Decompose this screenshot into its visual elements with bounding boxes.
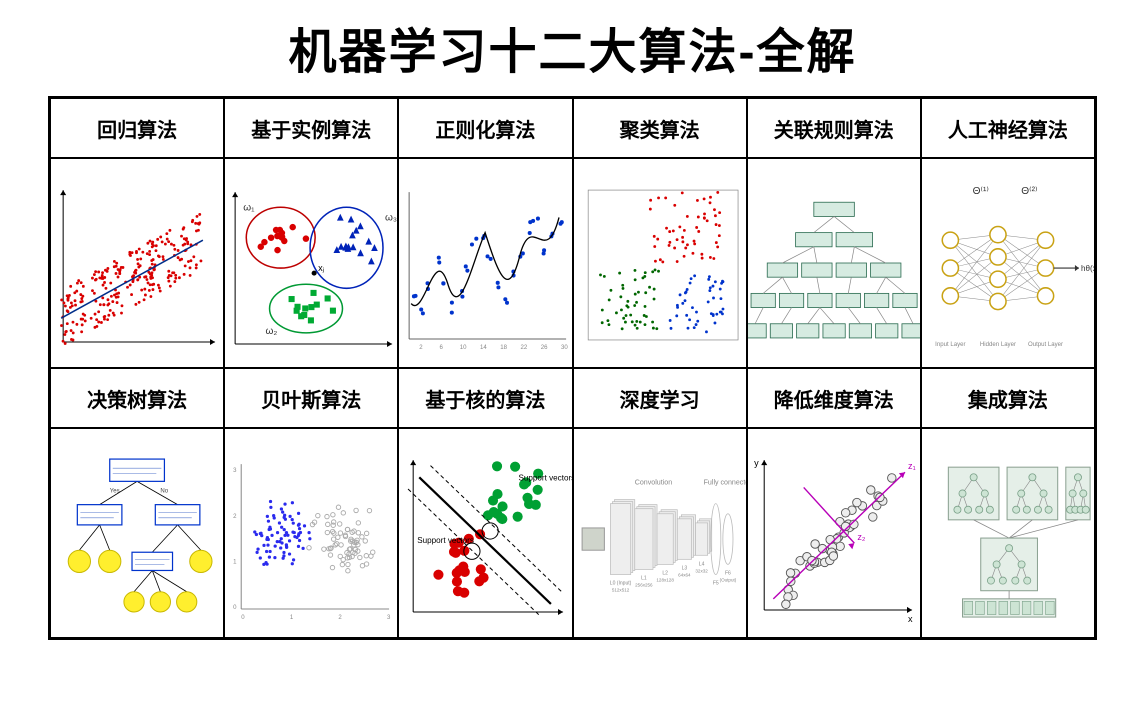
algo-label-5: 人工神经算法 bbox=[921, 98, 1095, 158]
svg-text:F6: F6 bbox=[724, 571, 730, 577]
svg-text:14: 14 bbox=[480, 345, 487, 351]
algo-figure-regression bbox=[50, 158, 224, 368]
svg-text:2: 2 bbox=[339, 615, 343, 621]
algo-label-8: 基于核的算法 bbox=[398, 368, 572, 428]
svg-text:26: 26 bbox=[541, 345, 548, 351]
svg-text:Fully connected: Fully connected bbox=[703, 478, 746, 486]
algo-label-6: 决策树算法 bbox=[50, 368, 224, 428]
svg-text:Output Layer: Output Layer bbox=[1028, 342, 1063, 348]
algo-label-10: 降低维度算法 bbox=[747, 368, 921, 428]
algo-figure-deep: Convolution Fully connected L0 (Input)512x… bbox=[573, 428, 747, 638]
algo-figure-neural: Input Layer Hidden Layer Output Layer Θ⁽¹⁾ Θ… bbox=[921, 158, 1095, 368]
svg-text:22: 22 bbox=[521, 345, 528, 351]
svg-text:1: 1 bbox=[290, 615, 294, 621]
svg-text:Support vectors: Support vectors bbox=[519, 473, 572, 482]
svg-text:L2: L2 bbox=[662, 571, 668, 577]
svg-text:Input Layer: Input Layer bbox=[935, 342, 965, 348]
svg-text:L0 (Input): L0 (Input) bbox=[609, 581, 631, 587]
svg-text:10: 10 bbox=[460, 345, 467, 351]
algo-label-11: 集成算法 bbox=[921, 368, 1095, 428]
svg-text:y: y bbox=[754, 458, 759, 468]
svg-text:1: 1 bbox=[233, 559, 237, 565]
algo-figure-clustering bbox=[573, 158, 747, 368]
svg-text:512x512: 512x512 bbox=[611, 588, 629, 593]
svg-text:Support vectors: Support vectors bbox=[418, 536, 475, 545]
svg-text:30: 30 bbox=[561, 345, 568, 351]
svg-text:0: 0 bbox=[241, 615, 245, 621]
algo-label-9: 深度学习 bbox=[573, 368, 747, 428]
algo-figure-dimreduce: x y z₁ z₂ bbox=[747, 428, 921, 638]
svg-text:z₁: z₁ bbox=[908, 461, 916, 471]
svg-text:ω₂: ω₂ bbox=[266, 326, 278, 337]
algo-figure-kernel: Support vectors Support vectors bbox=[398, 428, 572, 638]
svg-text:(Output): (Output) bbox=[719, 578, 736, 583]
svg-text:3: 3 bbox=[387, 615, 391, 621]
svg-text:F5: F5 bbox=[712, 581, 718, 587]
svg-text:3: 3 bbox=[233, 468, 237, 474]
svg-text:ω₃: ω₃ bbox=[385, 212, 397, 223]
svg-text:128x128: 128x128 bbox=[656, 578, 674, 583]
algo-label-4: 关联规则算法 bbox=[747, 98, 921, 158]
svg-text:256x256: 256x256 bbox=[635, 583, 653, 588]
algorithm-grid: 回归算法基于实例算法正则化算法聚类算法关联规则算法人工神经算法 ω₁ ω₃ ω₂ xⱼ 2… bbox=[48, 96, 1097, 640]
svg-text:18: 18 bbox=[501, 345, 508, 351]
svg-text:Yes: Yes bbox=[110, 488, 120, 494]
svg-text:2: 2 bbox=[420, 345, 424, 351]
svg-text:Convolution: Convolution bbox=[634, 478, 671, 486]
svg-text:Θ⁽¹⁾: Θ⁽¹⁾ bbox=[972, 186, 988, 197]
svg-text:xⱼ: xⱼ bbox=[318, 263, 325, 273]
svg-text:L4: L4 bbox=[698, 561, 704, 567]
algo-label-7: 贝叶斯算法 bbox=[224, 368, 398, 428]
svg-text:Θ⁽²⁾: Θ⁽²⁾ bbox=[1021, 186, 1037, 197]
svg-text:0: 0 bbox=[233, 605, 237, 611]
algo-figure-association bbox=[747, 158, 921, 368]
algo-figure-ensemble bbox=[921, 428, 1095, 638]
svg-text:hθ(x): hθ(x) bbox=[1081, 264, 1094, 273]
svg-text:L3: L3 bbox=[681, 565, 687, 571]
algo-label-3: 聚类算法 bbox=[573, 98, 747, 158]
infographic-root: 机器学习十二大算法-全解 回归算法基于实例算法正则化算法聚类算法关联规则算法人工… bbox=[0, 0, 1145, 660]
svg-text:64x64: 64x64 bbox=[678, 573, 691, 578]
svg-text:x: x bbox=[908, 614, 913, 624]
algo-figure-regularization: 26101418222630 bbox=[398, 158, 572, 368]
algo-label-0: 回归算法 bbox=[50, 98, 224, 158]
svg-text:ω₁: ω₁ bbox=[243, 202, 255, 213]
svg-text:z₂: z₂ bbox=[857, 532, 866, 542]
svg-text:L1: L1 bbox=[641, 576, 647, 582]
svg-text:2: 2 bbox=[233, 514, 237, 520]
svg-text:Hidden Layer: Hidden Layer bbox=[980, 342, 1016, 348]
page-title: 机器学习十二大算法-全解 bbox=[48, 12, 1097, 82]
algo-figure-decision-tree: Yes No bbox=[50, 428, 224, 638]
algo-label-2: 正则化算法 bbox=[398, 98, 572, 158]
svg-text:No: No bbox=[160, 488, 168, 494]
algo-figure-bayes: 00 1 1 2 2 3 3 bbox=[224, 428, 398, 638]
algo-figure-instance: ω₁ ω₃ ω₂ xⱼ bbox=[224, 158, 398, 368]
svg-text:6: 6 bbox=[440, 345, 444, 351]
algo-label-1: 基于实例算法 bbox=[224, 98, 398, 158]
svg-text:32x32: 32x32 bbox=[695, 568, 708, 573]
